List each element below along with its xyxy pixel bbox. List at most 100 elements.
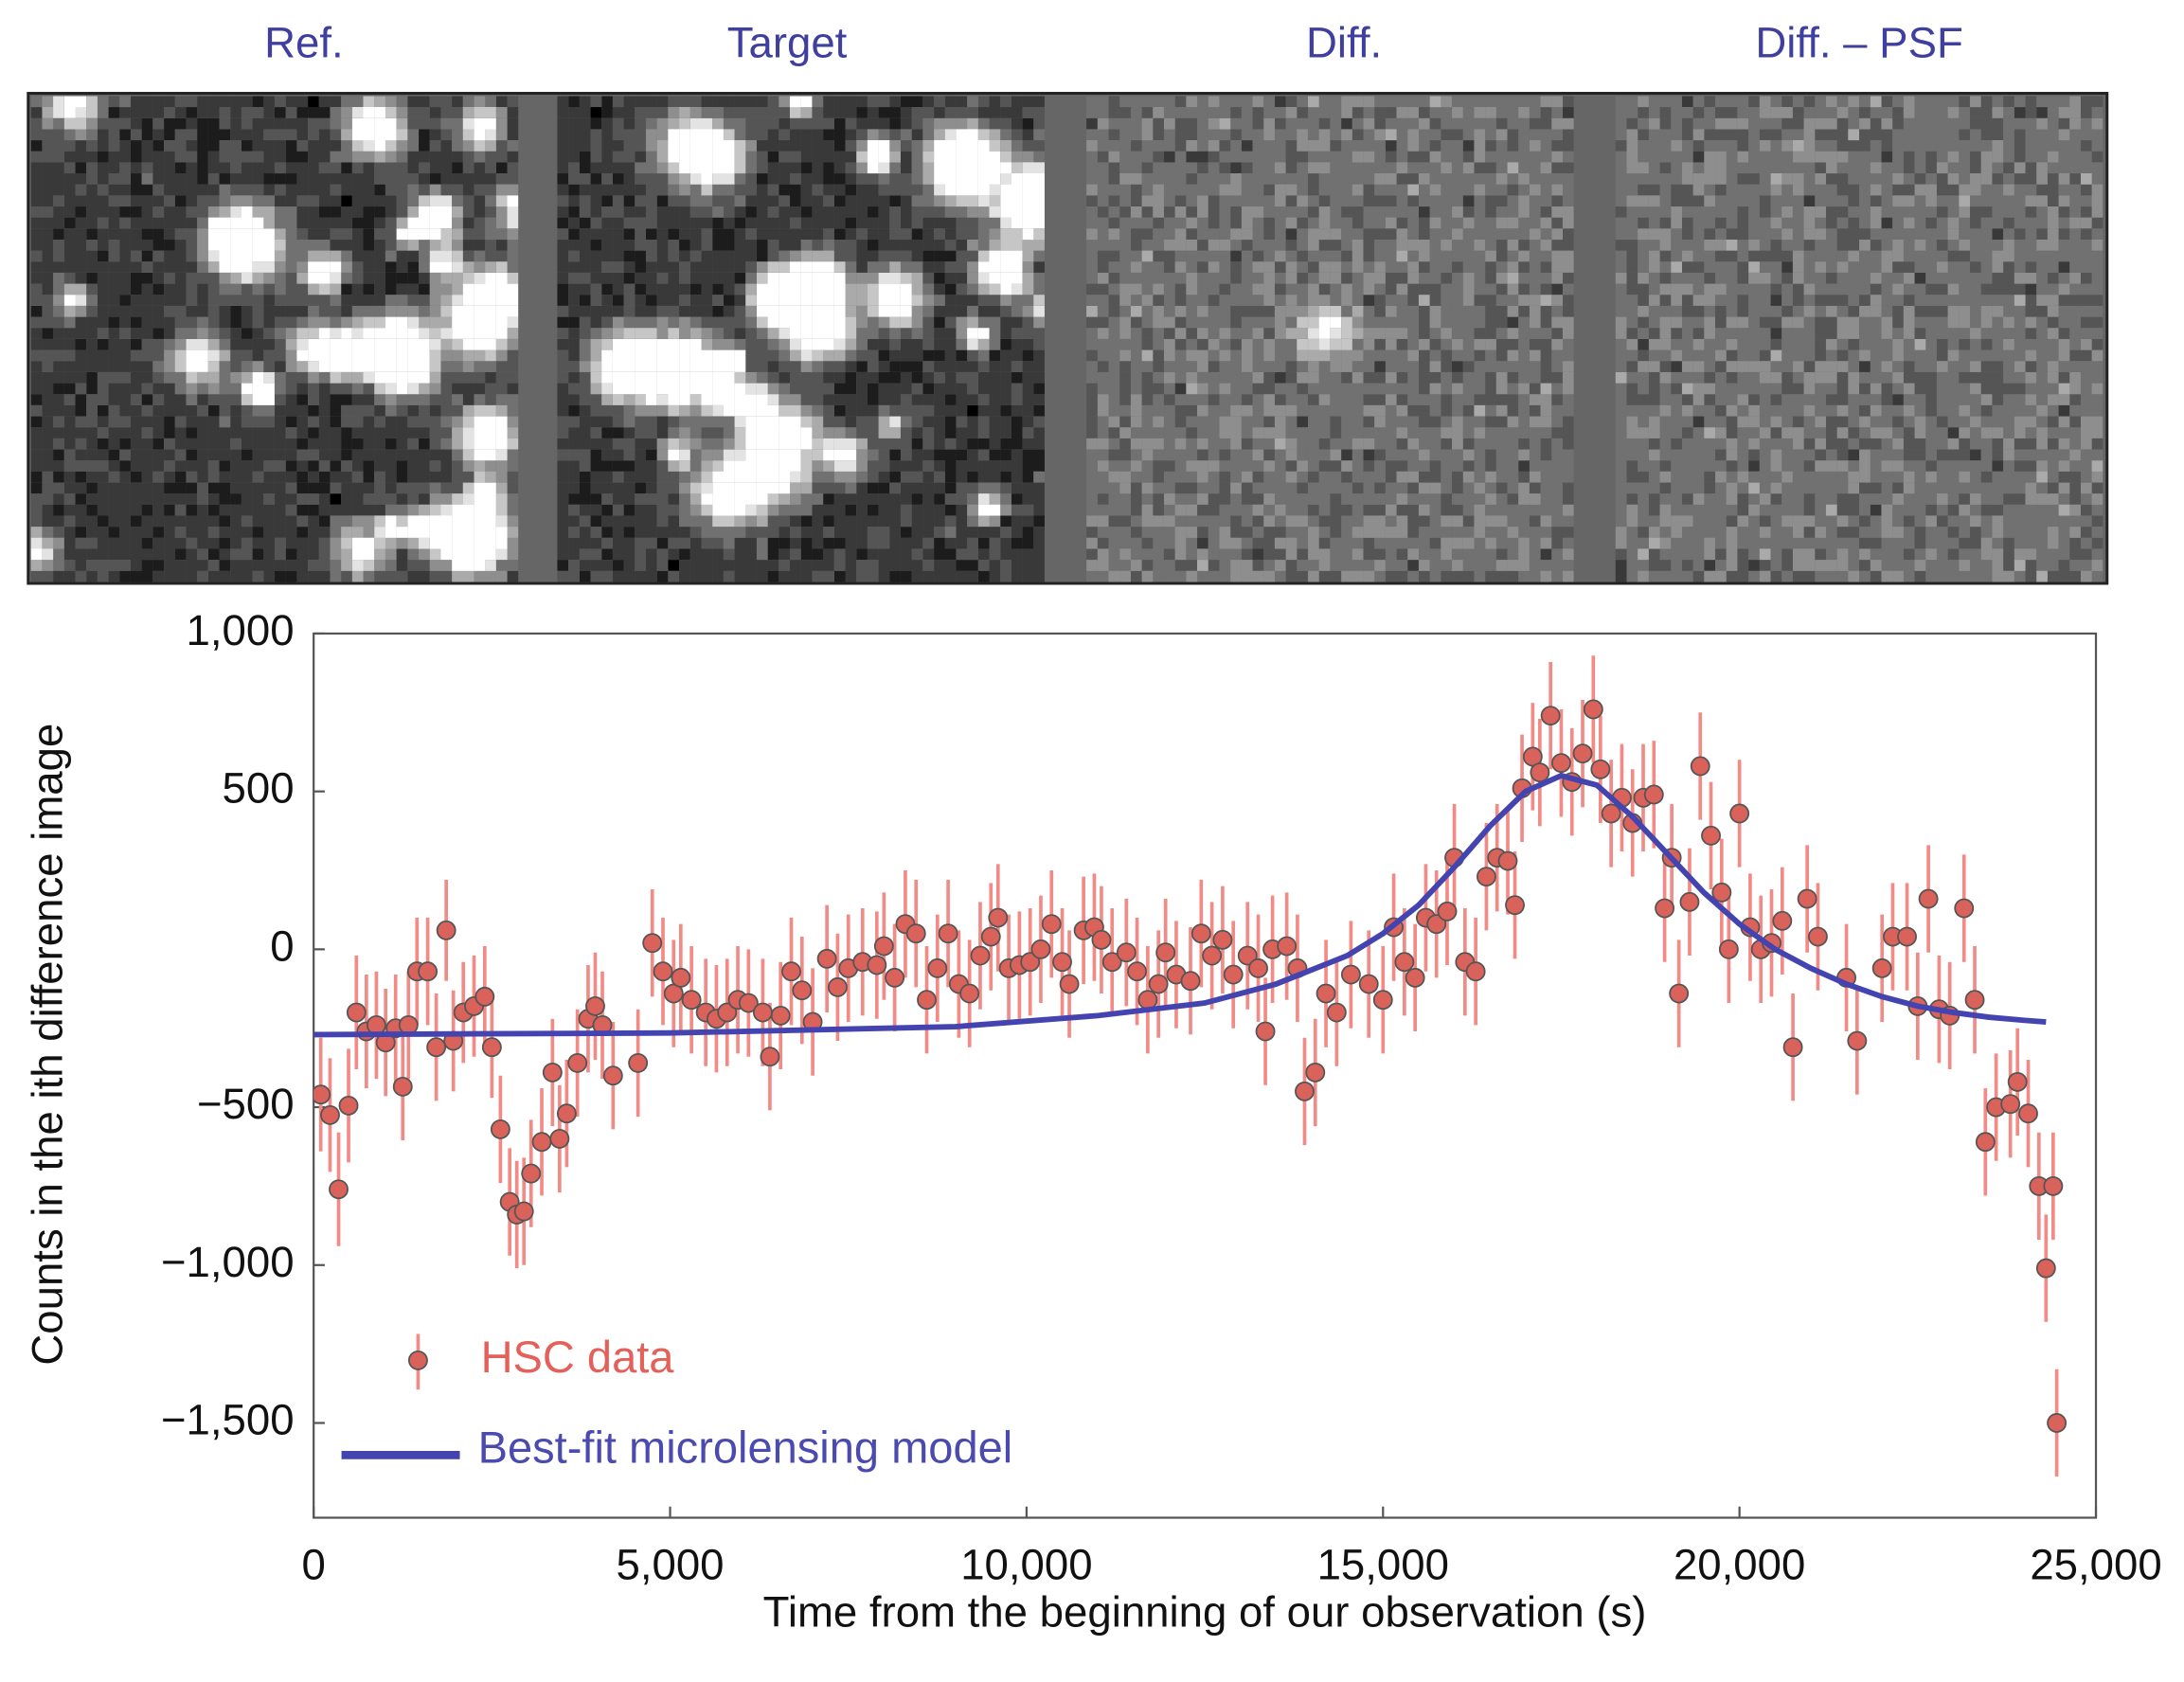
y-tick-label: 0 [270, 922, 294, 970]
data-point [1059, 974, 1080, 994]
data-point [927, 957, 948, 978]
plot-area [313, 655, 2068, 1477]
panel-pixels [590, 107, 1045, 528]
data-point [1052, 952, 1072, 973]
data-point [1326, 1002, 1347, 1023]
data-point [1655, 898, 1675, 919]
panel-title: Target [727, 19, 848, 67]
panel-pixels [30, 96, 519, 571]
data-point [1847, 1030, 1868, 1051]
data-point [2000, 1094, 2021, 1115]
data-point [885, 967, 905, 988]
data-point [1372, 990, 1393, 1011]
x-tick-label: 25,000 [2030, 1540, 2161, 1588]
data-point [481, 1037, 502, 1058]
panel-pixels [557, 96, 1045, 582]
data-point [418, 961, 439, 982]
data-point [313, 1084, 331, 1105]
x-tick-label: 5,000 [617, 1540, 725, 1588]
data-point [366, 1014, 386, 1035]
data-point [1358, 974, 1379, 994]
data-point [1797, 888, 1817, 909]
data-point [1305, 1062, 1326, 1083]
data-point [917, 990, 937, 1011]
panel-pixels [42, 96, 519, 582]
data-point [1030, 939, 1051, 959]
data-point [760, 1047, 780, 1067]
data-point [988, 907, 1009, 928]
data-point [436, 920, 456, 940]
data-point [671, 967, 691, 988]
panel-pixels [1318, 316, 1342, 339]
data-point [738, 993, 759, 1013]
data-point [792, 980, 813, 1001]
legend-point-symbol [407, 1350, 428, 1370]
y-tick-label: −1,000 [161, 1238, 295, 1286]
data-point [1601, 803, 1621, 824]
data-point [549, 1128, 570, 1149]
panel-pixels [1297, 306, 1352, 350]
data-point [1690, 756, 1710, 777]
data-point [585, 995, 605, 1016]
data-point [827, 976, 848, 997]
data-point [1975, 1132, 1996, 1153]
data-point [320, 1104, 340, 1125]
legend-label: HSC data [481, 1332, 675, 1382]
data-point [2035, 1258, 2056, 1279]
y-tick-label: −500 [197, 1080, 295, 1128]
panel-pixels [30, 96, 508, 582]
data-point [1255, 1021, 1276, 1042]
data-point [1295, 1081, 1315, 1101]
data-point [1583, 699, 1603, 720]
data-point [602, 1065, 623, 1086]
data-point [1897, 926, 1917, 947]
y-tick-label: 500 [223, 764, 295, 813]
y-axis-label: Counts in the ith difference image [23, 724, 71, 1366]
data-point [867, 955, 887, 975]
data-point [1190, 923, 1211, 944]
data-point [1202, 945, 1223, 966]
data-point [1808, 926, 1828, 947]
model-line [313, 772, 2047, 1038]
panel-pixels [30, 96, 519, 582]
x-tick-label: 20,000 [1674, 1540, 1805, 1588]
data-point [346, 1002, 367, 1023]
data-point [1248, 957, 1268, 978]
data-point [1237, 945, 1258, 966]
data-point [329, 1179, 349, 1200]
data-point [1954, 898, 1975, 919]
data-point [1127, 961, 1148, 982]
data-point [1669, 983, 1690, 1004]
data-point [1465, 961, 1486, 982]
data-point [490, 1118, 510, 1139]
data-point [1116, 942, 1137, 963]
data-point [781, 961, 801, 982]
panel-pixels [1308, 328, 1342, 350]
image-panels [27, 92, 2109, 585]
data-point [1137, 990, 1158, 1011]
data-point [556, 1103, 577, 1124]
data-point [1155, 942, 1176, 963]
data-point [1041, 914, 1062, 935]
panel-pixels [1086, 96, 1574, 582]
data-point [873, 936, 894, 957]
data-point [1180, 971, 1201, 992]
x-tick-label: 0 [301, 1540, 325, 1588]
data-point [1551, 753, 1571, 774]
data-point [338, 1095, 359, 1116]
data-point [1394, 952, 1415, 973]
data-point [426, 1037, 447, 1058]
panel-pixels [30, 96, 519, 571]
data-point [1223, 964, 1244, 985]
y-tick-label: −1,500 [161, 1396, 295, 1444]
data-point [2043, 1175, 2064, 1196]
data-point [1020, 952, 1041, 973]
panel-title: Diff. [1306, 19, 1382, 67]
data-point [642, 933, 663, 954]
y-tick-label: 1,000 [187, 606, 295, 654]
data-point [1148, 974, 1169, 994]
data-point [1711, 882, 1732, 903]
data-point [1918, 888, 1939, 909]
panel-pixels [1086, 96, 1574, 582]
